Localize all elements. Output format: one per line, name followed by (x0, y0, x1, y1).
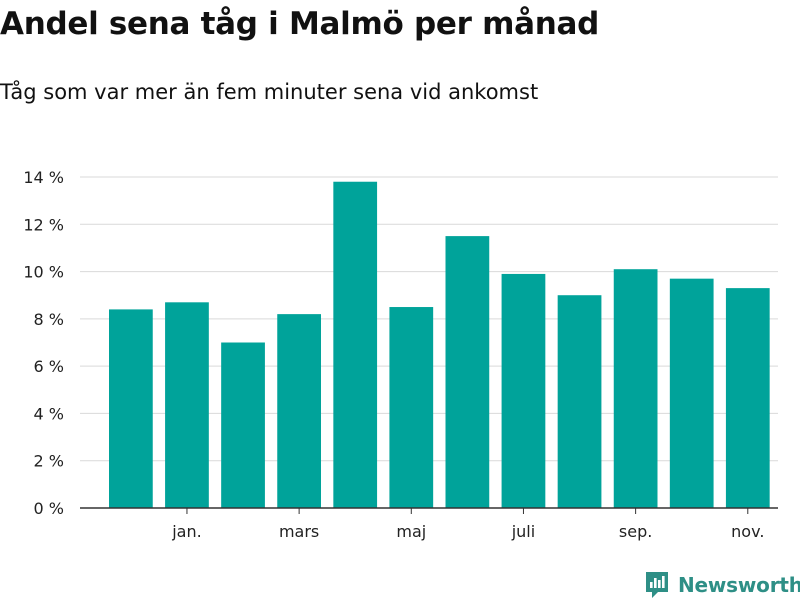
y-tick-label: 12 % (23, 215, 64, 234)
y-tick-label: 2 % (34, 452, 64, 471)
chart-title: Andel sena tåg i Malmö per månad (0, 6, 599, 42)
x-tick-label: jan. (171, 522, 201, 541)
bar-layer (109, 181, 770, 508)
bar (557, 295, 602, 508)
y-tick-label: 0 % (34, 499, 64, 518)
x-tick-label: maj (396, 522, 426, 541)
axis-layer: 0 % 2 % 4 % 6 % 8 % 10 % 12 % 14 % jan. mars maj ju… (23, 168, 778, 541)
bar (389, 307, 434, 508)
y-tick-label: 14 % (23, 168, 64, 187)
bar-chart: 0 % 2 % 4 % 6 % 8 % 10 % 12 % 14 % jan. mars maj ju… (23, 168, 778, 541)
newsworthy-logo-icon (646, 572, 668, 598)
bar (445, 236, 490, 508)
bar (501, 273, 546, 508)
bar (109, 309, 153, 508)
y-tick-label: 8 % (34, 310, 64, 329)
x-tick-label: juli (511, 522, 535, 541)
newsworthy-logo-text: Newsworthy (678, 573, 800, 597)
bar (725, 288, 770, 508)
x-tick-label: nov. (731, 522, 764, 541)
bar (333, 181, 378, 508)
newsworthy-logo: Newsworthy (644, 569, 800, 601)
bar (669, 278, 714, 508)
bar (613, 269, 658, 508)
x-tick-label: mars (279, 522, 319, 541)
y-tick-label: 6 % (34, 357, 64, 376)
chart-subtitle: Tåg som var mer än fem minuter sena vid … (0, 80, 539, 104)
bar (221, 342, 265, 508)
x-tick-label: sep. (619, 522, 652, 541)
y-tick-label: 4 % (34, 404, 64, 423)
bar (165, 302, 209, 508)
y-tick-label: 10 % (23, 263, 64, 282)
bar (277, 314, 321, 508)
